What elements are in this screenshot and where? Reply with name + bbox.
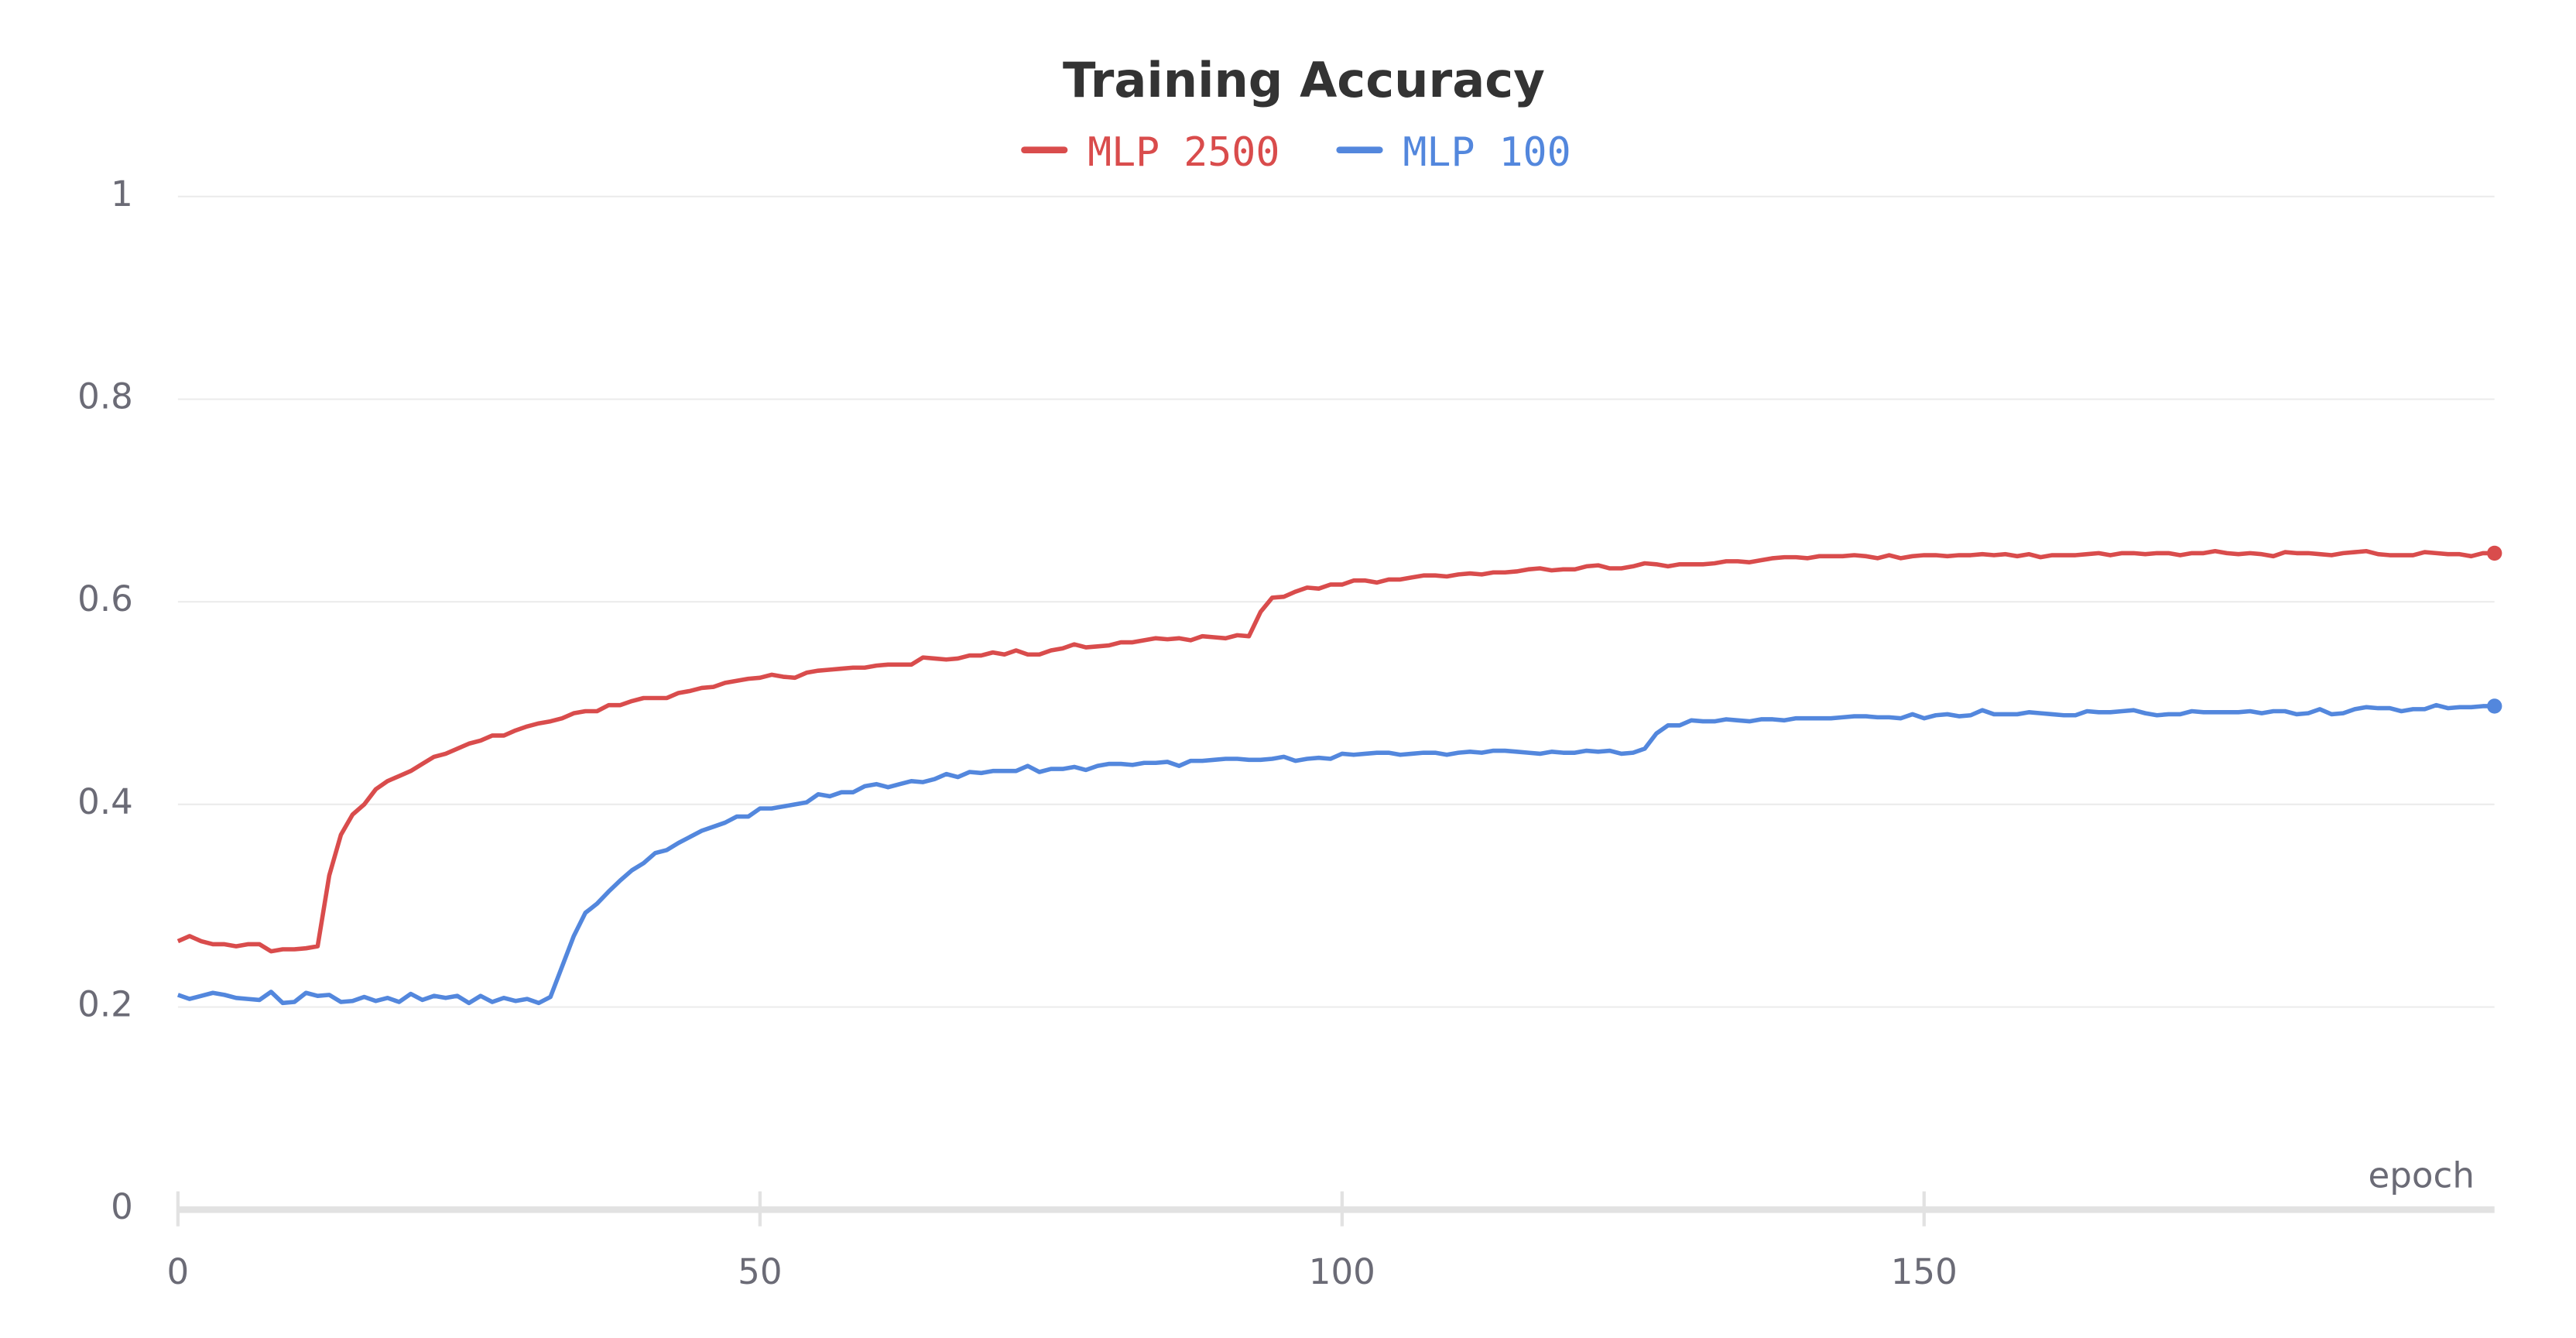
legend: MLP 2500 MLP 100: [1021, 129, 1571, 176]
x-tick-label: 150: [1891, 1251, 1958, 1292]
end-point: [2487, 698, 2502, 714]
y-tick-label: 0.2: [77, 984, 133, 1025]
y-tick-label: 0.4: [77, 781, 133, 822]
y-tick-label: 1: [111, 173, 133, 214]
x-tick-label: 50: [738, 1251, 782, 1292]
series-line: [176, 548, 2495, 954]
chart-title: Training Accuracy: [1063, 52, 1545, 108]
y-tick-label: 0.6: [77, 578, 133, 619]
y-tick-label: 0: [111, 1186, 133, 1227]
x-tick-label: 100: [1309, 1251, 1375, 1292]
legend-label: MLP 100: [1403, 129, 1571, 176]
x-axis-label: epoch: [2369, 1154, 2475, 1196]
series-line: [176, 702, 2495, 1006]
legend-label: MLP 2500: [1088, 129, 1279, 176]
y-tick-label: 0.8: [77, 376, 133, 417]
end-point: [2487, 545, 2502, 561]
x-tick-label: 0: [167, 1251, 190, 1292]
